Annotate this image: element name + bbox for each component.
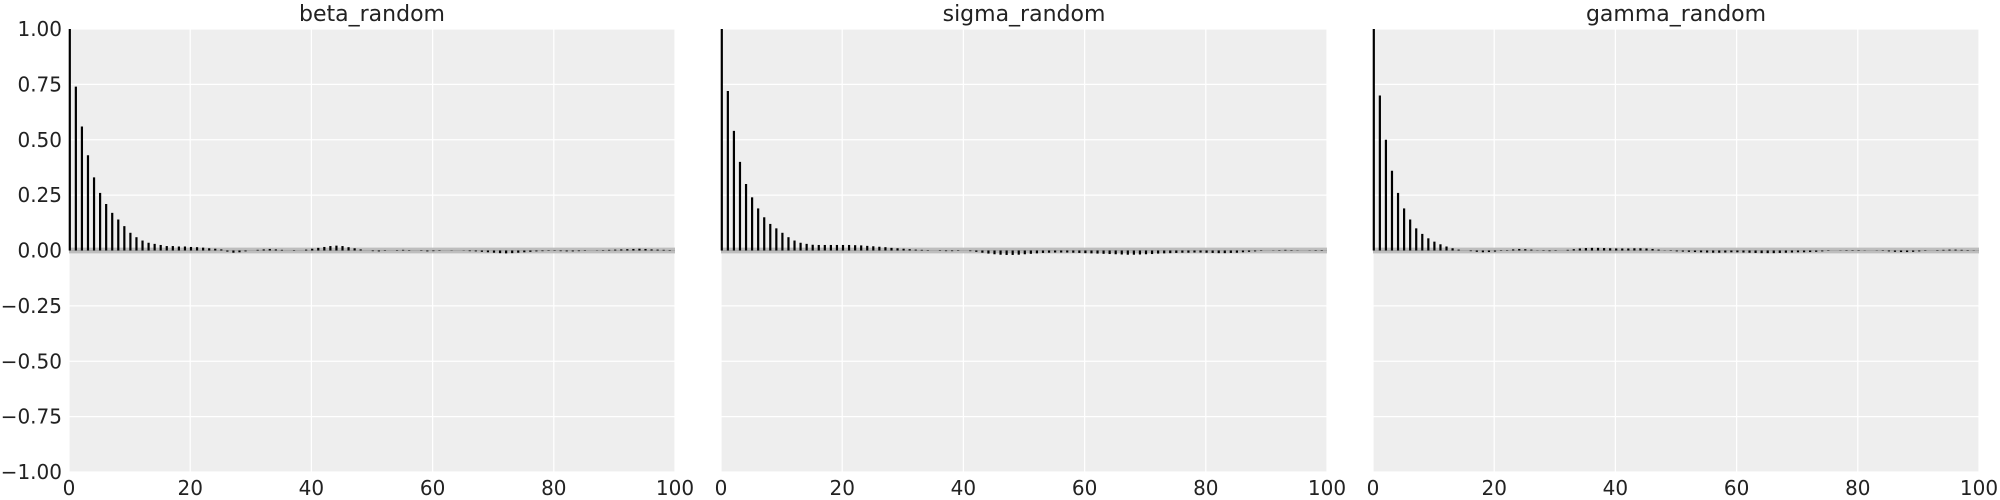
y-tick-label-0: 1.00 bbox=[17, 17, 62, 41]
x-tick-label-sigma-random-2: 40 bbox=[951, 476, 976, 500]
x-tick-label-beta-random-1: 20 bbox=[177, 476, 202, 500]
y-tick-label-3: 0.25 bbox=[17, 183, 62, 207]
x-tick-label-gamma-random-5: 100 bbox=[1960, 476, 1998, 500]
y-tick-label-6: −0.50 bbox=[1, 349, 62, 373]
x-tick-label-gamma-random-1: 20 bbox=[1481, 476, 1506, 500]
x-tick-label-gamma-random-0: 0 bbox=[1367, 476, 1380, 500]
x-tick-label-gamma-random-3: 60 bbox=[1724, 476, 1749, 500]
x-tick-label-beta-random-3: 60 bbox=[420, 476, 445, 500]
chart-title-beta-random: beta_random bbox=[299, 2, 445, 27]
x-tick-label-beta-random-2: 40 bbox=[299, 476, 324, 500]
y-tick-label-8: −1.00 bbox=[1, 460, 62, 484]
y-tick-label-7: −0.75 bbox=[1, 405, 62, 429]
x-tick-label-sigma-random-3: 60 bbox=[1072, 476, 1097, 500]
chart-title-gamma-random: gamma_random bbox=[1586, 2, 1766, 27]
chart-title-sigma-random: sigma_random bbox=[943, 2, 1106, 27]
x-tick-label-beta-random-0: 0 bbox=[63, 476, 76, 500]
y-tick-label-2: 0.50 bbox=[17, 128, 62, 152]
acf-panel-beta-random: beta_random 0 20 40 60 80 100 1.00 0.75 0.50 0.25 0… bbox=[1, 2, 694, 500]
y-tick-label-1: 0.75 bbox=[17, 72, 62, 96]
x-tick-label-beta-random-5: 100 bbox=[656, 476, 694, 500]
x-tick-label-beta-random-4: 80 bbox=[541, 476, 566, 500]
acf-panel-sigma-random: sigma_random 0 20 40 60 80 100 bbox=[715, 2, 1346, 500]
y-tick-label-5: −0.25 bbox=[1, 294, 62, 318]
x-tick-label-sigma-random-5: 100 bbox=[1308, 476, 1346, 500]
x-tick-label-gamma-random-4: 80 bbox=[1845, 476, 1870, 500]
y-tick-label-4: 0.00 bbox=[17, 239, 62, 263]
x-tick-label-gamma-random-2: 40 bbox=[1603, 476, 1628, 500]
x-tick-label-sigma-random-1: 20 bbox=[829, 476, 854, 500]
x-tick-label-sigma-random-0: 0 bbox=[715, 476, 728, 500]
x-tick-label-sigma-random-4: 80 bbox=[1193, 476, 1218, 500]
acf-panel-gamma-random: gamma_random 0 20 40 60 80 100 bbox=[1367, 2, 1998, 500]
